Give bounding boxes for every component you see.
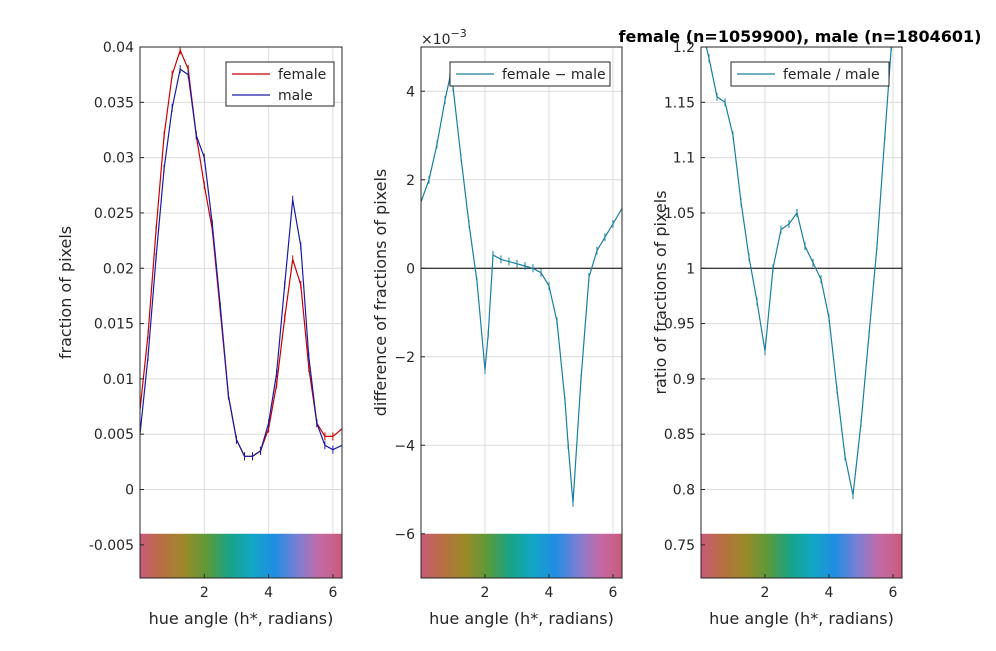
y-tick-label: 1.15 <box>664 95 695 111</box>
y-tick-label: 0.025 <box>94 206 134 222</box>
figure-title: female (n=1059900), male (n=1804601) <box>619 27 982 46</box>
x-tick-label: 6 <box>328 585 337 601</box>
y-tick-label: 0.015 <box>94 317 134 333</box>
axes-frame <box>700 46 903 579</box>
legend-entry: female / male <box>783 67 880 83</box>
y-tick-label: 0.85 <box>664 427 695 443</box>
x-tick-label: 2 <box>200 585 209 601</box>
y-tick-label: -0.005 <box>89 538 134 554</box>
x-axis-label: hue angle (h*, radians) <box>429 609 614 628</box>
y-tick-label: 0.95 <box>664 317 695 333</box>
x-tick-label: 2 <box>481 585 490 601</box>
x-tick-label: 4 <box>264 585 273 601</box>
hue-color-strip <box>140 533 342 578</box>
subplot-1: 2 4 6 -0.005 0 0.005 0.01 0.015 0.02 0.025 0.03 0.0… <box>56 40 343 628</box>
y-tick-label: 0 <box>125 483 134 499</box>
y-tick-label: 0.005 <box>94 427 134 443</box>
axes-frame <box>139 46 343 579</box>
legend: female male <box>225 61 335 107</box>
x-tick-label: 6 <box>888 585 897 601</box>
y-tick-label: 0.9 <box>673 372 695 388</box>
plot-area <box>421 47 622 578</box>
axes-frame <box>420 46 623 579</box>
y-tick-label: −4 <box>394 438 415 454</box>
x-tick-label: 6 <box>608 585 617 601</box>
hue-color-strip <box>421 533 622 578</box>
y-tick-label: 4 <box>406 84 415 100</box>
x-axis-label: hue angle (h*, radians) <box>709 609 894 628</box>
y-tick-label: 0.8 <box>673 483 695 499</box>
series-group <box>140 47 342 461</box>
subplots: 2 4 6 -0.005 0 0.005 0.01 0.015 0.02 0.025 0.03 0.0… <box>56 27 903 628</box>
y-tick-label: 1.2 <box>673 40 695 56</box>
series-group <box>705 47 892 500</box>
legend-entry: female <box>278 67 326 83</box>
hue-color-strip <box>701 533 902 578</box>
y-tick-label: 1.05 <box>664 206 695 222</box>
y-tick-label: 2 <box>406 173 415 189</box>
legend: female − male <box>449 61 611 87</box>
x-axis-label: hue angle (h*, radians) <box>149 609 334 628</box>
legend-entry: male <box>278 88 313 104</box>
y-tick-label: 0.03 <box>103 151 134 167</box>
y-tick-label: 0.01 <box>103 372 134 388</box>
plot-area <box>140 47 342 578</box>
y-tick-label: 0.035 <box>94 95 134 111</box>
x-tick-label: 4 <box>545 585 554 601</box>
legend-box <box>225 61 335 107</box>
y-axis-label: difference of fractions of pixels <box>371 169 390 417</box>
x-tick-label: 2 <box>761 585 770 601</box>
legend: female / male <box>730 61 890 87</box>
y-tick-label: −2 <box>394 350 415 366</box>
y-axis-label: ratio of fractions of pixels <box>651 190 670 394</box>
y-axis-label: fraction of pixels <box>56 226 75 359</box>
y-exponent-label: ×10−3 <box>421 27 467 48</box>
y-tick-label: 0.75 <box>664 538 695 554</box>
y-tick-label: 0.04 <box>103 40 134 56</box>
x-tick-label: 4 <box>825 585 834 601</box>
y-tick-label: 0 <box>406 261 415 277</box>
y-tick-label: −6 <box>394 527 415 543</box>
series-line-2 <box>140 68 342 457</box>
y-tick-label: 1.1 <box>673 151 695 167</box>
subplot-2: 2 4 6 −6 −4 −2 0 2 4 ×10−3 hue angle (h*, radians)… <box>371 27 623 628</box>
y-tick-label: 0.02 <box>103 261 134 277</box>
legend-entry: female − male <box>502 67 606 83</box>
subplot-3: 2 4 6 0.75 0.8 0.85 0.9 0.95 1 1.05 1.1 1.15 1.2 hue … <box>651 40 903 628</box>
y-tick-label: 1 <box>686 261 695 277</box>
